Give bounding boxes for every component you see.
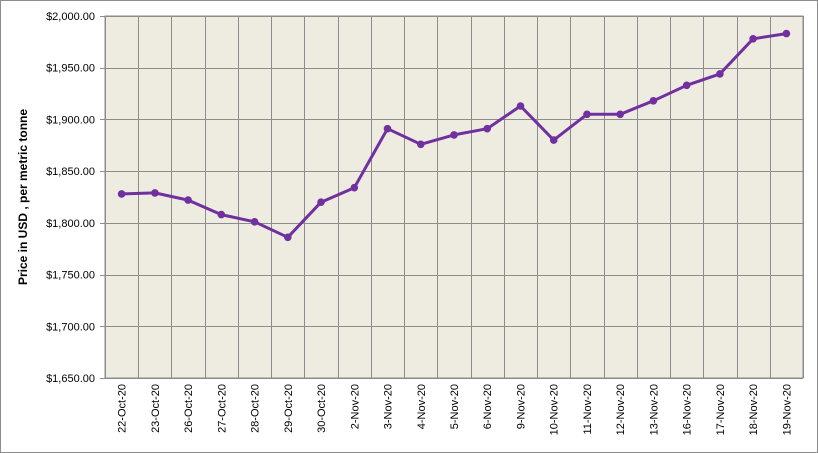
data-point [450, 131, 458, 139]
x-tick-label: 29-Oct-20 [283, 384, 295, 433]
y-tick-label: $1,900.00 [46, 114, 95, 126]
y-tick-label: $1,650.00 [46, 373, 95, 385]
data-point [716, 70, 724, 78]
y-axis-ticks: $1,650.00 $1,700.00 $1,750.00 $1,800.00 $1,8… [46, 11, 105, 385]
gridlines [105, 16, 804, 379]
x-tick-label: 27-Oct-20 [216, 384, 228, 433]
y-tick-label: $2,000.00 [46, 11, 95, 23]
x-tick-label: 17-Nov-20 [715, 384, 727, 435]
x-tick-label: 18-Nov-20 [748, 384, 760, 435]
data-point [250, 218, 259, 226]
x-tick-label: 3-Nov-20 [383, 384, 395, 429]
data-point [151, 189, 159, 197]
x-tick-label: 30-Oct-20 [316, 384, 328, 433]
x-tick-label: 5-Nov-20 [449, 384, 461, 429]
data-point [516, 102, 525, 110]
data-point [217, 210, 226, 219]
data-point [284, 233, 292, 242]
data-point [616, 110, 624, 119]
x-tick-label: 13-Nov-20 [648, 384, 660, 435]
y-tick-label: $1,950.00 [46, 63, 95, 75]
data-point [184, 196, 192, 204]
data-point [483, 124, 492, 133]
x-tick-label: 23-Oct-20 [150, 384, 162, 433]
x-tick-label: 12-Nov-20 [615, 384, 627, 435]
x-tick-label: 10-Nov-20 [549, 384, 561, 435]
y-tick-label: $1,750.00 [46, 270, 95, 282]
x-tick-label: 28-Oct-20 [250, 384, 262, 433]
data-point [350, 183, 359, 192]
data-point [383, 124, 392, 133]
y-axis-title: Price in USD , per metric tonne [16, 109, 30, 285]
data-point [417, 140, 425, 149]
x-tick-label: 4-Nov-20 [416, 384, 428, 429]
data-point [117, 190, 126, 198]
x-tick-label: 19-Nov-20 [781, 384, 793, 435]
data-point [749, 35, 757, 43]
x-tick-label: 26-Oct-20 [183, 384, 195, 433]
y-tick-label: $1,700.00 [46, 321, 95, 333]
plot-area [104, 15, 804, 379]
x-axis-ticks: 22-Oct-20 23-Oct-20 26-Oct-20 27-Oct-20 28-O… [117, 384, 794, 435]
x-tick-label: 16-Nov-20 [682, 384, 694, 435]
data-point [583, 110, 591, 119]
x-tick-label: 9-Nov-20 [515, 384, 527, 429]
data-point [782, 29, 791, 38]
y-tick-label: $1,850.00 [46, 166, 95, 178]
data-point [649, 97, 658, 105]
x-tick-label: 2-Nov-20 [349, 384, 361, 429]
x-tick-label: 6-Nov-20 [482, 384, 494, 429]
data-point [682, 81, 691, 90]
data-point [549, 136, 558, 144]
series-layer [117, 29, 791, 242]
x-tick-label: 11-Nov-20 [582, 384, 594, 435]
x-tick-label: 22-Oct-20 [117, 384, 129, 433]
y-tick-label: $1,800.00 [46, 218, 95, 230]
data-point [317, 198, 325, 206]
